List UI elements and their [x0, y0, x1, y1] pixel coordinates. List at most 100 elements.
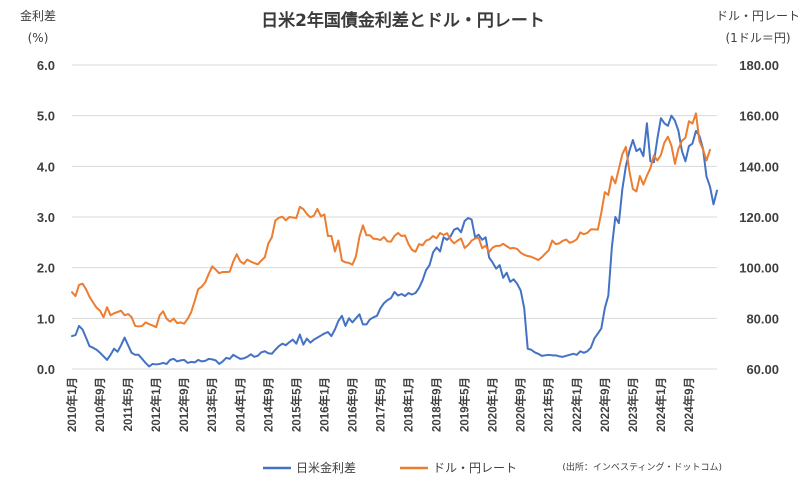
data-point: [148, 323, 150, 325]
data-point: [362, 323, 364, 326]
data-point: [425, 269, 427, 271]
data-point: [520, 252, 522, 254]
data-point: [215, 269, 217, 271]
data-point: [95, 307, 98, 309]
data-point: [74, 295, 77, 297]
data-point: [600, 327, 602, 330]
x-tick-label: 2016年9月: [345, 377, 359, 432]
data-point: [702, 148, 704, 150]
data-point: [225, 271, 227, 273]
data-point: [166, 363, 168, 365]
data-point: [334, 250, 336, 253]
data-point: [281, 343, 283, 345]
data-point: [488, 256, 490, 259]
data-point: [488, 251, 490, 253]
data-point: [435, 237, 438, 239]
data-point: [579, 231, 581, 234]
data-point: [407, 243, 410, 245]
data-point: [607, 194, 609, 196]
data-point: [351, 264, 354, 266]
data-point: [120, 344, 122, 346]
left-tick-label: 4.0: [37, 159, 55, 174]
x-tick-label: 2010年9月: [93, 377, 107, 432]
data-point: [204, 281, 206, 283]
data-point: [327, 235, 329, 237]
data-point: [642, 183, 644, 186]
data-point: [562, 356, 564, 358]
data-point: [183, 359, 185, 361]
data-point: [208, 358, 210, 360]
data-point: [145, 362, 147, 364]
data-point: [316, 208, 318, 210]
data-point: [211, 265, 213, 267]
data-point: [180, 359, 182, 361]
data-point: [618, 168, 620, 170]
data-point: [243, 263, 245, 265]
x-tick-label: 2013年5月: [205, 377, 219, 432]
data-point: [138, 325, 140, 328]
data-point: [109, 354, 112, 356]
data-point: [123, 336, 126, 339]
data-point: [446, 232, 448, 234]
data-point: [442, 234, 445, 236]
data-point: [639, 175, 641, 177]
data-point: [130, 352, 133, 354]
data-point: [537, 259, 539, 261]
data-point: [358, 313, 361, 315]
data-point: [516, 283, 518, 285]
data-point: [411, 293, 413, 296]
data-point: [159, 363, 161, 365]
data-point: [99, 352, 101, 354]
data-point: [81, 328, 84, 331]
data-point: [562, 240, 564, 242]
data-point: [358, 236, 361, 238]
data-point: [88, 345, 91, 347]
data-point: [166, 318, 168, 320]
data-point: [187, 362, 189, 364]
data-point: [520, 289, 522, 292]
x-tick-label: 2011年5月: [121, 377, 135, 431]
data-point: [88, 296, 91, 298]
data-point: [698, 140, 701, 142]
data-point: [323, 332, 325, 335]
data-point: [611, 175, 613, 178]
data-point: [530, 349, 532, 351]
data-point: [625, 165, 627, 167]
x-tick-label: 2017年5月: [373, 377, 387, 432]
left-tick-label: 3.0: [37, 210, 55, 225]
data-point: [211, 358, 213, 360]
data-point: [625, 146, 627, 148]
data-point: [169, 321, 171, 323]
data-point: [285, 219, 287, 221]
data-point: [106, 359, 108, 361]
data-point: [628, 150, 630, 152]
data-point: [99, 310, 101, 312]
data-point: [674, 120, 676, 122]
data-point: [635, 190, 637, 193]
data-point: [337, 239, 340, 242]
data-point: [400, 235, 403, 237]
data-point: [551, 239, 553, 242]
data-point: [449, 235, 452, 237]
data-point: [372, 238, 375, 240]
data-point: [523, 254, 525, 256]
data-point: [102, 355, 105, 357]
data-point: [548, 354, 550, 356]
data-point: [204, 360, 206, 362]
data-point: [464, 220, 466, 222]
data-point: [684, 137, 687, 139]
data-point: [134, 354, 136, 356]
data-point: [506, 245, 508, 247]
data-point: [397, 294, 399, 297]
data-point: [267, 243, 269, 245]
x-tick-label: 2024年1月: [654, 377, 668, 432]
data-point: [660, 154, 662, 156]
left-axis-unit: (%): [28, 31, 49, 45]
data-point: [138, 354, 140, 356]
data-point: [306, 338, 308, 340]
data-point: [176, 360, 178, 362]
data-point: [127, 344, 129, 346]
x-tick-label: 2018年9月: [430, 377, 444, 432]
data-point: [253, 356, 255, 358]
data-point: [299, 333, 301, 336]
